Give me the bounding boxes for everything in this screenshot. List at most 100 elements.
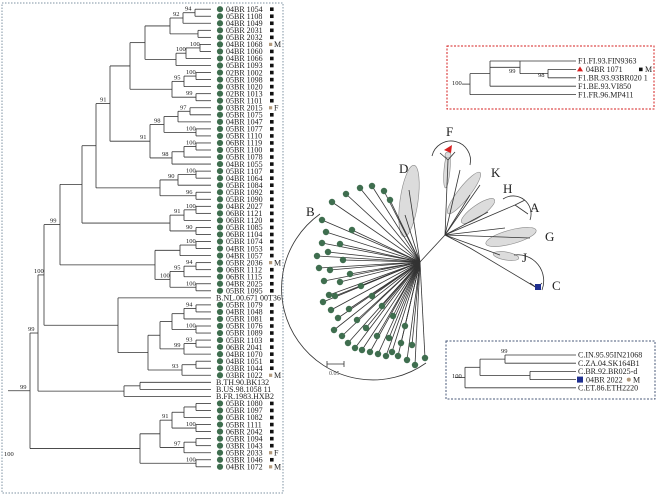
- flag-square: [270, 324, 274, 328]
- flag-letter: M: [645, 65, 652, 74]
- clade-b-dot: [368, 292, 376, 300]
- flag-square: [270, 91, 274, 96]
- flag-square: [270, 155, 274, 159]
- bootstrap-label: 99: [174, 342, 181, 349]
- radial-branch: [339, 243, 421, 263]
- tip-dot: [216, 20, 224, 27]
- flag-square: [270, 148, 274, 152]
- radial-branch: [323, 261, 421, 282]
- clade-b-dot: [366, 348, 374, 356]
- clade-b-dot: [385, 334, 393, 342]
- flag-square: [270, 49, 274, 54]
- clade-b-dots: [313, 182, 429, 369]
- tip-label: 05BR 1085: [226, 223, 263, 232]
- tip-dot: [216, 449, 224, 456]
- flag-letter: M: [274, 371, 281, 380]
- scale-label: 0.05: [329, 371, 340, 377]
- radial-branch: [339, 261, 421, 283]
- radial-branch: [389, 199, 421, 263]
- clade-b-dot: [330, 326, 338, 334]
- tip-label: 05BR 1093: [226, 61, 263, 70]
- tip-label: 03BR 2015: [226, 103, 263, 112]
- clade-b-dot: [318, 216, 326, 224]
- flag-square: [270, 274, 274, 279]
- clade-b-dot: [325, 291, 333, 299]
- tip-dot: [216, 203, 224, 210]
- tip-label: 05BR 1080: [226, 399, 263, 408]
- clade-b-dot: [342, 190, 350, 198]
- clade-b-arc: [281, 213, 427, 381]
- clade-b-dot: [411, 361, 419, 369]
- bootstrap-label: 100: [186, 139, 196, 146]
- clade-b-dot: [336, 278, 344, 286]
- clade-b-dot: [327, 306, 335, 314]
- flag-letter: M: [274, 463, 281, 472]
- tip-label: 06BR 1119: [226, 139, 262, 148]
- flag-square: [270, 21, 274, 26]
- radial-branch: [469, 247, 538, 289]
- clade-b-dot: [344, 339, 352, 347]
- clade-b-dot: [328, 198, 336, 206]
- tip-dot: [216, 168, 224, 175]
- tip-label: 05BR 1077: [226, 125, 263, 134]
- bootstrap-label: 100: [160, 272, 170, 279]
- bootstrap-label: 93: [172, 363, 179, 370]
- clade-b-dot: [389, 312, 397, 320]
- tip-label: 05BR 1084: [226, 181, 263, 190]
- flag-square: [270, 113, 274, 117]
- tip-label: 05BR 2033: [226, 448, 263, 457]
- tip-label: 05BR 1108: [226, 12, 262, 21]
- bootstrap-label: 100: [186, 456, 196, 463]
- tip-dot: [216, 27, 224, 34]
- tip-label: 04BR 1048: [226, 308, 263, 317]
- tip-label: 04BR 1068: [226, 40, 263, 49]
- flag-square: [270, 204, 274, 209]
- radial-branch: [359, 187, 421, 263]
- clade-b-dot: [315, 264, 323, 272]
- flag-square: [270, 162, 274, 166]
- flag-square: [270, 317, 274, 321]
- bootstrap-label: 99: [509, 68, 516, 75]
- radial-branch: [444, 169, 461, 236]
- flag-square: [270, 197, 274, 202]
- tip-dot: [216, 435, 224, 442]
- tip-label: 04BR 1070: [226, 350, 263, 359]
- clade-b-dot: [324, 248, 332, 256]
- tip-dot: [216, 139, 224, 147]
- radial-branch: [356, 261, 421, 321]
- tip-label: 04BR 1060: [226, 47, 263, 56]
- inset-tip-label: C.ZA.04.SK164B1: [578, 359, 640, 368]
- tip-dot: [216, 407, 224, 414]
- tip-label: 02BR 1002: [226, 68, 263, 77]
- flag-square: [270, 239, 274, 244]
- clade-b-dot: [313, 252, 321, 260]
- flag-square: [270, 232, 274, 237]
- radial-branch: [414, 261, 421, 366]
- flag-letter: F: [274, 448, 279, 457]
- clade-b-dot: [331, 292, 339, 300]
- tip-dot: [216, 132, 224, 140]
- flag-square: [270, 310, 274, 314]
- flag-square: [270, 218, 274, 223]
- flag-square: [270, 77, 274, 82]
- flag-square: [270, 281, 274, 286]
- tip-dot: [216, 329, 224, 337]
- bootstrap-label: 97: [174, 440, 181, 447]
- clade-b-dot: [358, 346, 366, 354]
- inset-tip-label: F1.FR.96.MP411: [578, 90, 634, 99]
- radial-branch: [349, 261, 421, 275]
- bootstrap-label: 99: [28, 326, 35, 333]
- flag-letter: M: [274, 258, 281, 267]
- tip-label: 06BR 2042: [226, 427, 263, 436]
- clade-label-f: F: [446, 124, 453, 139]
- flag-square: [270, 7, 274, 11]
- clade-c-arc: [513, 254, 545, 291]
- flag-square: [270, 338, 274, 342]
- inset-tip-label: F1.BE.93.VI850: [578, 82, 631, 91]
- bootstrap-label: 97: [180, 104, 187, 111]
- flag-marker: [269, 451, 273, 455]
- clade-b-dot: [345, 305, 353, 313]
- clade-label-a: A: [530, 200, 540, 215]
- clade-b-dot: [320, 277, 328, 285]
